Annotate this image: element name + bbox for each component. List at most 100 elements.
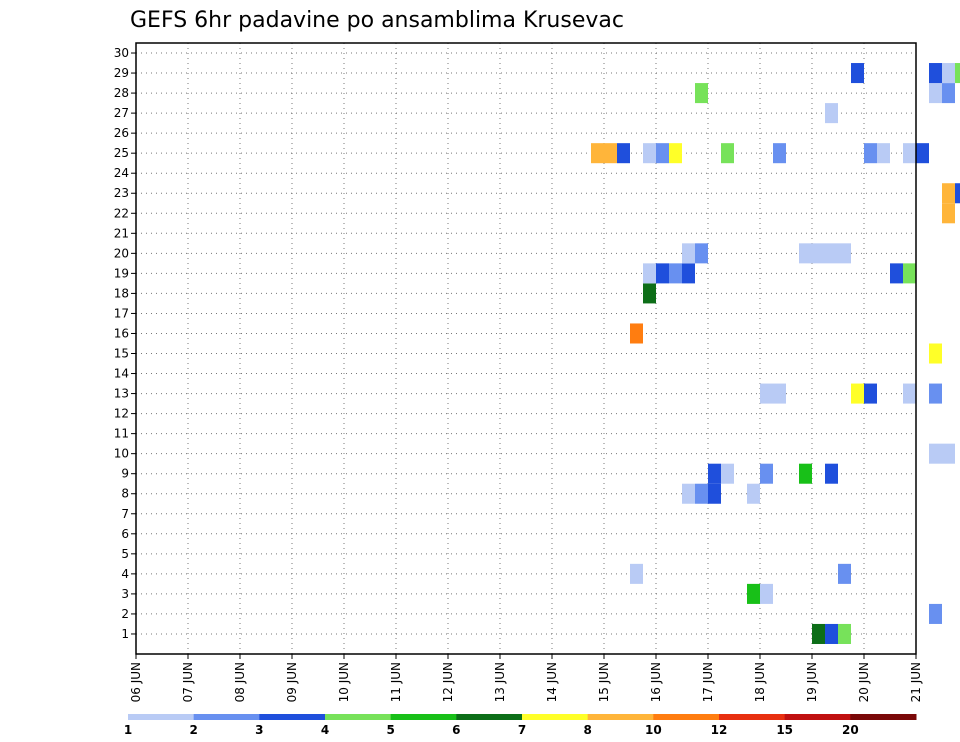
colorbar-swatch — [587, 714, 654, 720]
y-tick-label: 27 — [114, 106, 129, 120]
precip-cell — [760, 463, 773, 484]
y-axis-ticks: 1234567891011121314151617181920212223242… — [114, 46, 136, 641]
precip-cell — [643, 143, 656, 164]
precip-cell — [929, 603, 942, 624]
colorbar-swatch — [325, 714, 392, 720]
x-tick-label: 09 JUN — [285, 662, 299, 702]
precip-cell — [695, 83, 708, 104]
x-tick-label: 07 JUN — [181, 662, 195, 702]
y-tick-label: 13 — [114, 387, 129, 401]
x-tick-label: 21 JUN — [909, 662, 923, 702]
x-tick-label: 16 JUN — [649, 662, 663, 702]
precip-cell — [838, 563, 851, 584]
precip-cell — [695, 483, 708, 504]
colorbar-swatch — [784, 714, 851, 720]
precip-cell — [721, 143, 734, 164]
y-tick-label: 8 — [121, 487, 129, 501]
precip-cell — [630, 563, 643, 584]
y-tick-label: 19 — [114, 266, 129, 280]
precip-cell — [695, 243, 708, 264]
x-tick-label: 11 JUN — [389, 662, 403, 702]
colorbar-label: 2 — [189, 723, 197, 737]
colorbar-label: 5 — [386, 723, 394, 737]
colorbar-label: 8 — [583, 723, 591, 737]
colorbar-swatch — [653, 714, 720, 720]
precip-cell — [773, 143, 786, 164]
y-tick-label: 3 — [121, 587, 129, 601]
precip-cell — [773, 383, 786, 404]
precip-cell — [617, 143, 630, 164]
grid-layer — [135, 43, 917, 654]
precip-cell — [942, 63, 955, 84]
y-tick-label: 6 — [121, 527, 129, 541]
precip-cell — [825, 623, 838, 644]
precip-cell — [812, 623, 825, 644]
precip-cell — [877, 143, 890, 164]
precip-cell — [630, 323, 643, 344]
y-tick-label: 20 — [114, 246, 129, 260]
colorbar-swatch — [390, 714, 457, 720]
precip-cell — [708, 463, 721, 484]
y-tick-label: 25 — [114, 146, 129, 160]
y-tick-label: 15 — [114, 347, 129, 361]
plot-frame — [135, 42, 917, 655]
precip-cell — [929, 383, 942, 404]
precip-cell — [682, 263, 695, 284]
x-tick-label: 10 JUN — [337, 662, 351, 702]
y-tick-label: 16 — [114, 326, 129, 340]
precip-cell — [955, 183, 960, 204]
y-tick-label: 24 — [114, 166, 129, 180]
y-tick-label: 11 — [114, 427, 129, 441]
precip-cell — [682, 243, 695, 264]
colorbar-label: 20 — [842, 723, 859, 737]
y-tick-label: 4 — [121, 567, 129, 581]
precip-cell — [747, 483, 760, 504]
y-tick-label: 17 — [114, 306, 129, 320]
precip-cell — [604, 143, 617, 164]
colorbar-swatch — [522, 714, 589, 720]
precip-cell — [903, 263, 916, 284]
colorbar-label: 1 — [124, 723, 132, 737]
precip-cell — [929, 63, 942, 84]
precip-cell — [760, 583, 773, 604]
y-tick-label: 21 — [114, 226, 129, 240]
y-tick-label: 12 — [114, 407, 129, 421]
precip-cell — [825, 243, 838, 264]
y-tick-label: 10 — [114, 447, 129, 461]
precip-cell — [799, 243, 812, 264]
y-tick-label: 7 — [121, 507, 129, 521]
precip-cell — [760, 383, 773, 404]
precip-cell — [682, 483, 695, 504]
precip-cell — [799, 463, 812, 484]
colorbar-label: 12 — [711, 723, 728, 737]
precip-cell — [721, 463, 734, 484]
precip-cell — [591, 143, 604, 164]
y-tick-label: 18 — [114, 286, 129, 300]
precip-cell — [903, 383, 916, 404]
precip-cell — [825, 103, 838, 124]
colorbar-label: 15 — [776, 723, 793, 737]
precip-cell — [864, 143, 877, 164]
precip-cell — [812, 243, 825, 264]
precip-cell — [643, 263, 656, 284]
y-tick-label: 26 — [114, 126, 129, 140]
y-tick-label: 30 — [114, 46, 129, 60]
colorbar-label: 4 — [321, 723, 329, 737]
precip-cell — [669, 143, 682, 164]
x-tick-label: 15 JUN — [597, 662, 611, 702]
y-tick-label: 22 — [114, 206, 129, 220]
precip-cell — [942, 203, 955, 224]
precip-cell — [825, 463, 838, 484]
y-tick-label: 1 — [121, 627, 129, 641]
x-tick-label: 08 JUN — [233, 662, 247, 702]
x-tick-label: 14 JUN — [545, 662, 559, 702]
precip-cell — [851, 383, 864, 404]
colorbar-swatch — [259, 714, 326, 720]
colorbar-label: 7 — [518, 723, 526, 737]
y-tick-label: 9 — [121, 467, 129, 481]
x-axis-ticks: 06 JUN 07 JUN 08 JUN 09 JUN 10 JUN 11 JUN 12 J… — [129, 654, 923, 702]
precip-cell — [929, 343, 942, 364]
precip-cell — [669, 263, 682, 284]
colorbar-swatch — [193, 714, 260, 720]
precip-cell — [942, 443, 955, 464]
